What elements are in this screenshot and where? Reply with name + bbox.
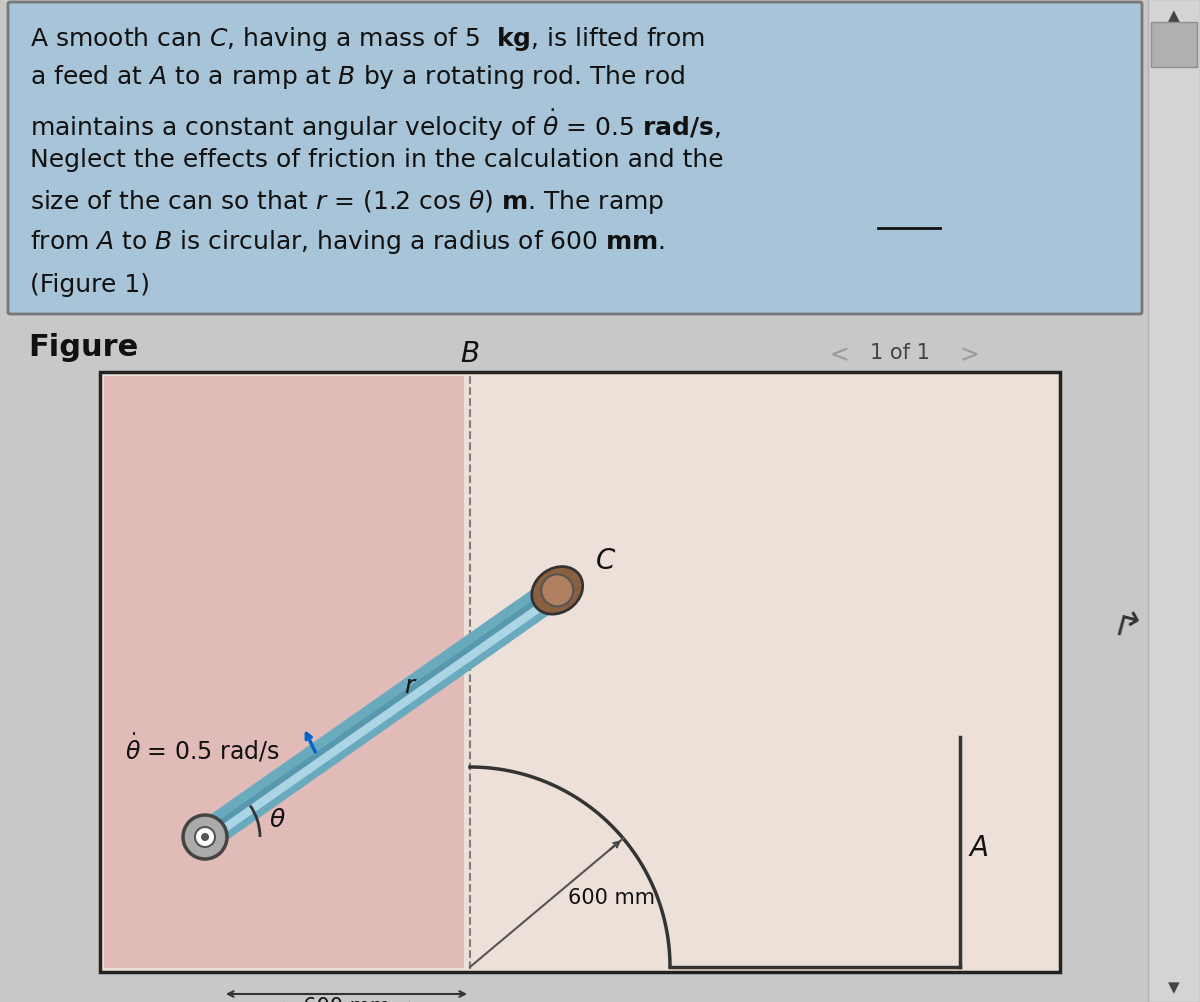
Text: size of the can so that $r$ = (1.2 cos $\theta$) $\mathbf{m}$. The ramp: size of the can so that $r$ = (1.2 cos $… — [30, 187, 665, 215]
Text: $\mathit{B}$: $\mathit{B}$ — [461, 340, 480, 368]
Text: maintains a constant angular velocity of $\dot{\theta}$ = 0.5 $\mathbf{rad/s}$,: maintains a constant angular velocity of… — [30, 107, 721, 143]
Bar — [1148, 0, 1200, 1002]
Text: $r$: $r$ — [404, 673, 418, 697]
Text: $\dot{\theta}$ = 0.5 rad/s: $\dot{\theta}$ = 0.5 rad/s — [125, 730, 280, 764]
Text: 1 of 1: 1 of 1 — [870, 343, 930, 363]
Text: ← 600 mm →: ← 600 mm → — [278, 996, 414, 1002]
FancyBboxPatch shape — [8, 3, 1142, 315]
Text: 600 mm: 600 mm — [568, 887, 655, 907]
Text: $\theta$: $\theta$ — [269, 808, 286, 832]
Text: $\mathit{A}$: $\mathit{A}$ — [968, 834, 989, 861]
Bar — [104, 377, 464, 968]
Text: A smooth can $\mathit{C}$, having a mass of 5  $\mathbf{kg}$, is lifted from: A smooth can $\mathit{C}$, having a mass… — [30, 25, 704, 53]
Text: from $\mathit{A}$ to $\mathit{B}$ is circular, having a radius of 600 $\mathbf{m: from $\mathit{A}$ to $\mathit{B}$ is cir… — [30, 227, 665, 256]
Text: Figure: Figure — [28, 333, 138, 362]
Text: ↱: ↱ — [1108, 607, 1146, 648]
Text: ▲: ▲ — [1168, 8, 1180, 23]
Bar — [100, 373, 1060, 972]
Circle shape — [194, 828, 215, 847]
Text: ▼: ▼ — [1168, 979, 1180, 994]
Circle shape — [182, 816, 227, 859]
Circle shape — [202, 834, 209, 841]
Text: >: > — [960, 343, 980, 367]
Circle shape — [541, 575, 574, 607]
Text: a feed at $\mathit{A}$ to a ramp at $\mathit{B}$ by a rotating rod. The rod: a feed at $\mathit{A}$ to a ramp at $\ma… — [30, 63, 685, 91]
Text: Neglect the effects of friction in the calculation and the: Neglect the effects of friction in the c… — [30, 148, 724, 171]
Text: <: < — [830, 343, 850, 367]
Text: (Figure 1): (Figure 1) — [30, 273, 150, 297]
Bar — [1151, 23, 1198, 68]
Text: $\mathit{C}$: $\mathit{C}$ — [595, 547, 617, 575]
Ellipse shape — [532, 567, 583, 614]
